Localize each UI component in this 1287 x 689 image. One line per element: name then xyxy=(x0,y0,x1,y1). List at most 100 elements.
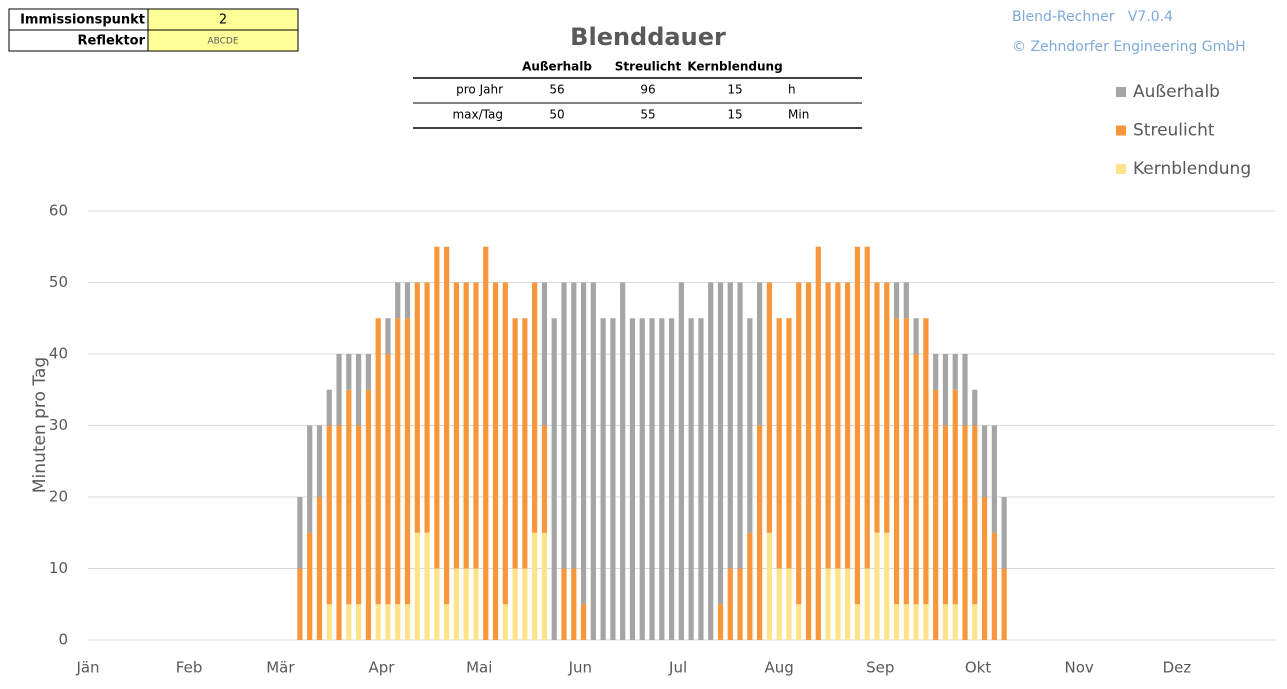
bar-segment xyxy=(356,604,362,640)
bar-segment xyxy=(845,568,851,640)
bar-segment xyxy=(590,282,596,640)
unit: Min xyxy=(788,108,809,122)
bar-segment xyxy=(952,389,958,605)
bar-segment xyxy=(668,318,675,640)
bar-segment xyxy=(424,282,430,533)
bar-segment xyxy=(727,282,733,569)
table-value: 15 xyxy=(727,83,742,97)
bar-segment xyxy=(297,497,303,569)
bar-segment xyxy=(346,389,352,605)
bar-segment xyxy=(1001,497,1007,569)
bar-segment xyxy=(698,318,704,640)
bar-segment xyxy=(307,425,313,533)
bar-segment xyxy=(933,354,939,390)
bar-segment xyxy=(336,425,342,640)
y-axis-label: Minuten pro Tag xyxy=(30,357,50,493)
bar-segment xyxy=(825,282,831,569)
bar-segment xyxy=(727,568,733,640)
bar-segment xyxy=(991,425,997,533)
legend-label: Streulicht xyxy=(1133,121,1215,141)
bar-segment xyxy=(776,568,782,640)
bar-segment xyxy=(1001,568,1007,640)
bar-segment xyxy=(923,604,929,640)
bar-segment xyxy=(532,532,538,640)
bar-segment xyxy=(326,425,332,605)
bar-segment xyxy=(473,568,479,640)
bar-segment xyxy=(903,282,909,319)
table-value: 56 xyxy=(549,83,564,97)
bar-segment xyxy=(561,568,567,640)
bar-segment xyxy=(884,532,890,640)
table-value: 50 xyxy=(549,108,564,122)
bar-segment xyxy=(522,568,528,640)
x-tick-label: Jän xyxy=(75,659,99,677)
reflector-label: Reflektor xyxy=(78,34,146,49)
bar-segment xyxy=(717,604,724,640)
bar-segment xyxy=(678,282,684,640)
bar-segment xyxy=(942,354,949,426)
legend-swatch xyxy=(1116,87,1126,97)
bar-segment xyxy=(991,532,997,640)
bar-segment xyxy=(747,318,753,533)
y-tick-label: 20 xyxy=(49,488,68,506)
bar-segment xyxy=(473,282,479,569)
bar-segment xyxy=(385,318,391,354)
bar-segment xyxy=(952,604,958,640)
bar-segment xyxy=(757,282,763,426)
bar-segment xyxy=(835,568,841,640)
bar-segment xyxy=(385,604,391,640)
bar-segment xyxy=(796,604,802,640)
bar-segment xyxy=(913,318,919,354)
bar-segment xyxy=(893,604,900,640)
bar-segment xyxy=(365,389,371,640)
x-tick-label: Nov xyxy=(1064,659,1093,677)
bar-segment xyxy=(453,568,460,640)
chart-title: Blenddauer xyxy=(570,23,726,51)
bar-segment xyxy=(512,318,518,569)
y-tick-label: 10 xyxy=(49,559,68,577)
bar-segment xyxy=(375,604,381,640)
y-tick-label: 30 xyxy=(49,416,68,434)
legend-label: Kernblendung xyxy=(1133,159,1251,179)
bar-segment xyxy=(942,604,949,640)
info-box xyxy=(8,8,299,52)
bar-segment xyxy=(522,318,528,569)
y-tick-label: 0 xyxy=(58,631,68,649)
bar-segment xyxy=(395,282,401,319)
x-tick-label: Aug xyxy=(765,659,794,677)
bar-segment xyxy=(483,246,489,640)
bar-segment xyxy=(981,497,988,640)
bar-segment xyxy=(492,282,499,640)
x-tick-label: Jul xyxy=(668,659,687,677)
id-value: 2 xyxy=(219,13,227,28)
bar-segment xyxy=(903,318,909,605)
bar-segment xyxy=(404,604,411,640)
bar-segment xyxy=(864,246,870,569)
bar-segment xyxy=(512,568,518,640)
bar-segment xyxy=(326,604,332,640)
table-header: Streulicht xyxy=(615,60,682,74)
table-value: 15 xyxy=(727,108,742,122)
bar-segment xyxy=(913,354,919,605)
bar-segment xyxy=(434,246,440,569)
bar-segment xyxy=(571,282,577,569)
bar-segment xyxy=(414,282,420,533)
x-tick-label: Mai xyxy=(466,659,492,677)
x-tick-label: Apr xyxy=(368,659,395,677)
bar-segment xyxy=(884,282,890,533)
bar-segment xyxy=(952,354,958,390)
bar-segment xyxy=(414,532,420,640)
bar-segment xyxy=(747,532,753,640)
bar-segment xyxy=(346,354,352,390)
bar-segment xyxy=(404,318,411,605)
bar-segment xyxy=(356,425,362,605)
table-value: 55 xyxy=(640,108,655,122)
bar-segment xyxy=(620,282,626,640)
bar-segment xyxy=(336,354,342,426)
x-tick-label: Feb xyxy=(176,659,203,677)
bar-segment xyxy=(395,604,401,640)
bar-segment xyxy=(737,282,743,569)
bar-segment xyxy=(972,425,978,605)
id-label: Immissionspunkt xyxy=(20,13,145,28)
bar-segment xyxy=(845,282,851,569)
